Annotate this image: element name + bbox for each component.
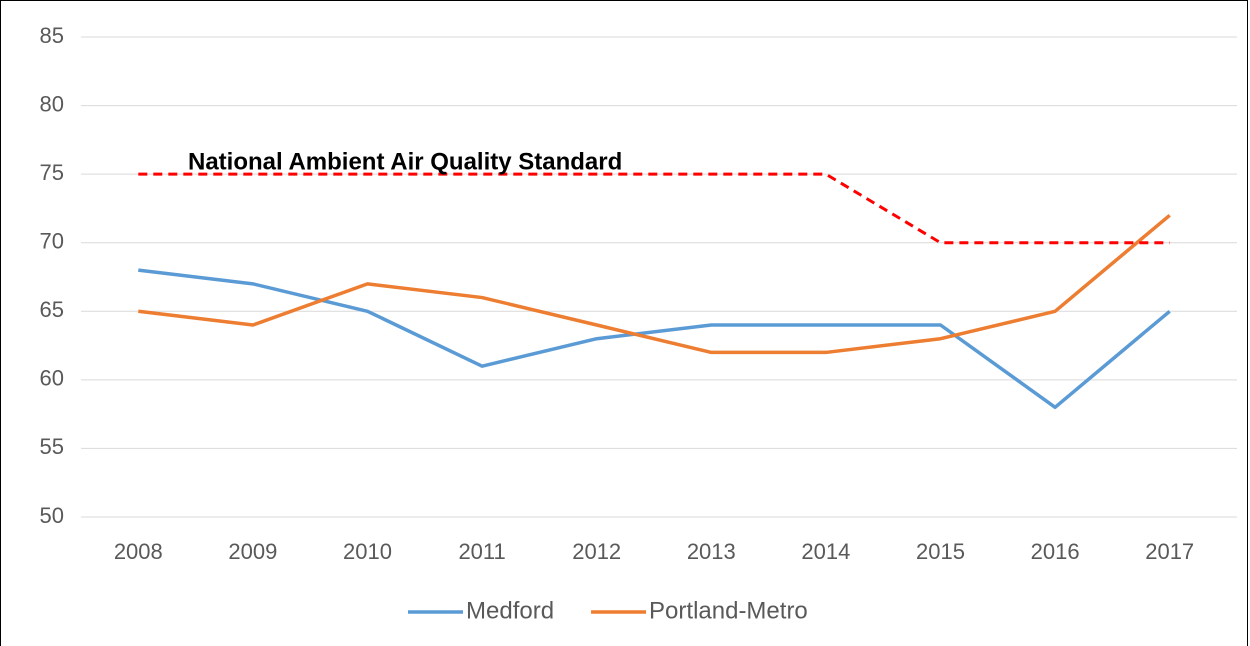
y-tick-label: 85 bbox=[40, 23, 64, 48]
x-tick-label: 2011 bbox=[458, 539, 505, 564]
y-tick-label: 70 bbox=[40, 229, 64, 254]
y-tick-label: 75 bbox=[40, 160, 64, 185]
x-tick-label: 2014 bbox=[801, 539, 850, 564]
y-tick-label: 80 bbox=[40, 91, 64, 116]
x-tick-label: 2015 bbox=[916, 539, 965, 564]
x-tick-label: 2016 bbox=[1031, 539, 1080, 564]
x-tick-label: 2013 bbox=[687, 539, 736, 564]
series-line bbox=[138, 213, 1171, 355]
x-tick-label: 2010 bbox=[343, 539, 392, 564]
x-tick-label: 2012 bbox=[572, 539, 621, 564]
y-tick-label: 60 bbox=[40, 366, 64, 391]
annotation: National Ambient Air Quality Standard bbox=[188, 148, 622, 175]
x-tick-label: 2017 bbox=[1145, 539, 1194, 564]
y-tick-label: 65 bbox=[40, 297, 64, 322]
legend-label: Medford bbox=[466, 597, 554, 624]
x-tick-label: 2009 bbox=[228, 539, 277, 564]
series-line bbox=[138, 268, 1171, 410]
y-tick-label: 50 bbox=[40, 503, 64, 528]
legend-label: Portland-Metro bbox=[649, 597, 808, 624]
x-tick-label: 2008 bbox=[114, 539, 163, 564]
y-tick-label: 55 bbox=[40, 434, 64, 459]
reference-line bbox=[138, 172, 1170, 245]
